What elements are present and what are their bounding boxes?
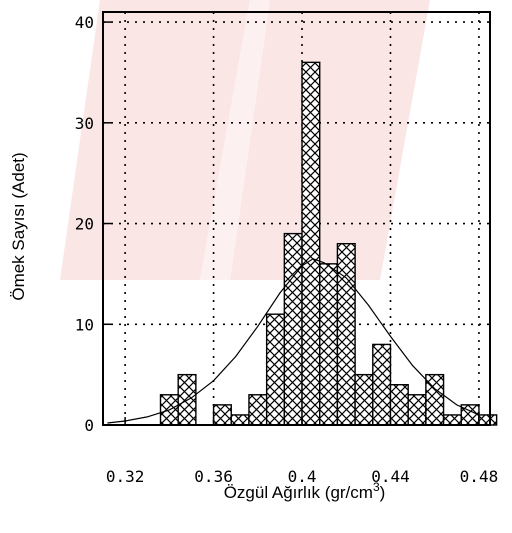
x-axis-title: Özgül Ağırlık (gr/cm3) xyxy=(224,480,386,502)
histogram-bar xyxy=(389,384,409,426)
histogram-bar xyxy=(265,313,286,426)
histogram-bar xyxy=(442,414,462,426)
y-tick-label: 10 xyxy=(75,315,94,334)
histogram-bar xyxy=(301,61,321,426)
histogram-bar xyxy=(230,414,250,426)
x-axis-title-main: Özgül Ağırlık (gr/cm xyxy=(224,483,373,502)
histogram-bar xyxy=(319,263,339,426)
normal-fit-curve xyxy=(107,258,480,424)
y-tick-label: 0 xyxy=(84,416,94,435)
x-tick-label: 0.36 xyxy=(194,467,233,486)
y-tick-labels: 0 10 20 30 40 xyxy=(75,13,94,435)
histogram-bar xyxy=(478,414,498,426)
axis-ticks xyxy=(103,21,480,426)
y-axis-title: Ömek Sayısı (Adet) xyxy=(9,152,28,300)
histogram-bar xyxy=(248,394,268,426)
x-tick-label: 0.44 xyxy=(371,467,410,486)
histogram-bars xyxy=(159,61,498,426)
x-tick-labels: 0.32 0.36 0.4 0.44 0.48 xyxy=(106,467,498,486)
histogram-bar xyxy=(212,404,232,426)
y-tick-label: 30 xyxy=(75,114,94,133)
x-tick-label: 0.4 xyxy=(288,467,317,486)
watermark-shape-mid xyxy=(200,0,270,280)
histogram-bar xyxy=(283,232,303,426)
histogram-bar xyxy=(354,373,374,426)
x-axis-title-close: ) xyxy=(380,483,386,502)
watermark-shape-left xyxy=(60,0,250,280)
histogram-bar xyxy=(372,343,392,426)
histogram-bar xyxy=(336,242,356,426)
x-tick-label: 0.48 xyxy=(460,467,499,486)
plot-frame xyxy=(102,11,491,426)
x-tick-label: 0.32 xyxy=(106,467,145,486)
y-tick-label: 20 xyxy=(75,215,94,234)
histogram-bar xyxy=(407,394,427,426)
x-axis-title-superscript: 3 xyxy=(373,480,380,494)
y-tick-label: 40 xyxy=(75,13,94,32)
watermark-shape-right xyxy=(230,0,430,280)
